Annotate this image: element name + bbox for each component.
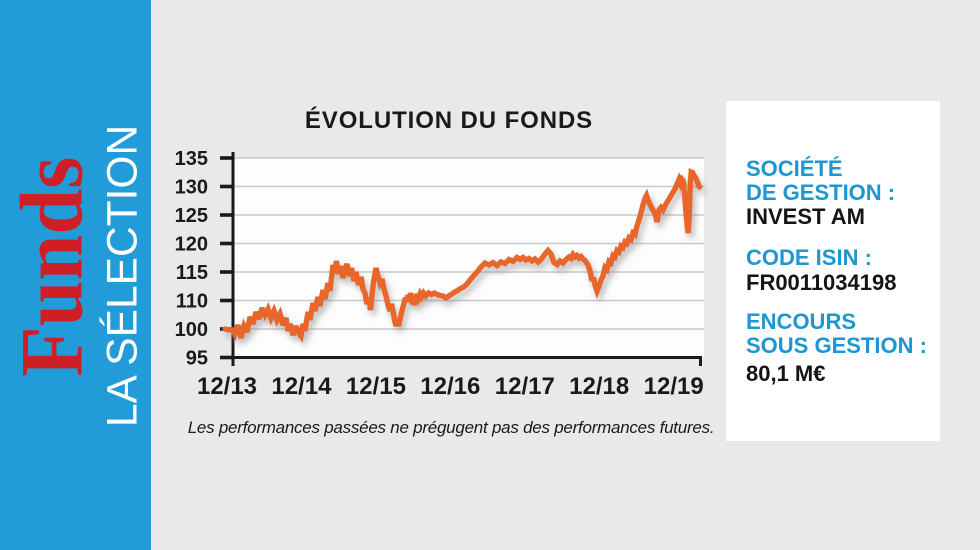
svg-text:12/18: 12/18 xyxy=(569,373,629,400)
svg-text:12/16: 12/16 xyxy=(420,373,480,400)
svg-text:110: 110 xyxy=(176,291,208,313)
svg-text:130: 130 xyxy=(175,177,208,199)
svg-text:125: 125 xyxy=(175,205,208,227)
svg-text:12/19: 12/19 xyxy=(644,373,704,400)
svg-text:95: 95 xyxy=(186,348,208,370)
svg-text:Les performances passées ne pr: Les performances passées ne prégugent pa… xyxy=(188,418,715,437)
svg-text:120: 120 xyxy=(175,234,208,256)
svg-text:12/13: 12/13 xyxy=(197,373,257,400)
svg-text:115: 115 xyxy=(176,262,208,284)
svg-text:ÉVOLUTION DU FONDS: ÉVOLUTION DU FONDS xyxy=(305,106,593,134)
svg-text:12/14: 12/14 xyxy=(271,373,332,400)
svg-text:100: 100 xyxy=(175,319,208,341)
svg-text:12/15: 12/15 xyxy=(346,373,406,400)
svg-text:12/17: 12/17 xyxy=(495,373,555,400)
svg-text:135: 135 xyxy=(175,148,208,170)
